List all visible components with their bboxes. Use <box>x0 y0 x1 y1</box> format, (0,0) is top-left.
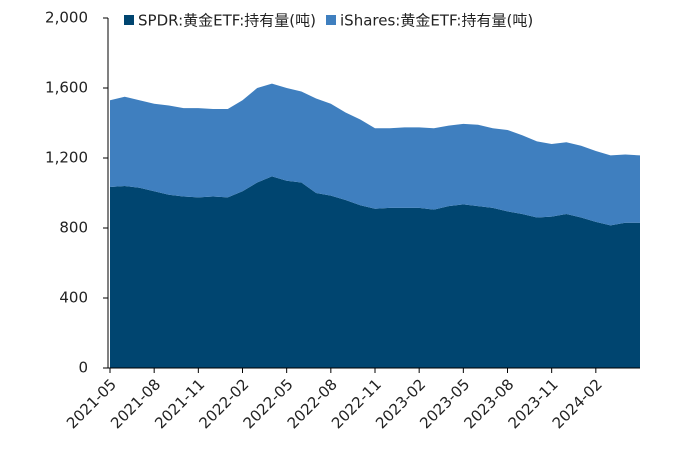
legend-swatch <box>326 15 336 25</box>
area <box>110 176 640 368</box>
y-tick-label: 0 <box>78 359 88 377</box>
y-tick-label: 800 <box>59 219 88 237</box>
legend-swatch <box>124 15 134 25</box>
y-tick-label: 2,000 <box>45 9 88 27</box>
y-tick-label: 1,600 <box>45 79 88 97</box>
legend-label: iShares:黄金ETF:持有量(吨) <box>340 12 533 30</box>
area <box>110 83 640 226</box>
legend-label: SPDR:黄金ETF:持有量(吨) <box>138 12 316 30</box>
y-tick-label: 1,200 <box>45 149 88 167</box>
y-tick-label: 400 <box>59 289 88 307</box>
